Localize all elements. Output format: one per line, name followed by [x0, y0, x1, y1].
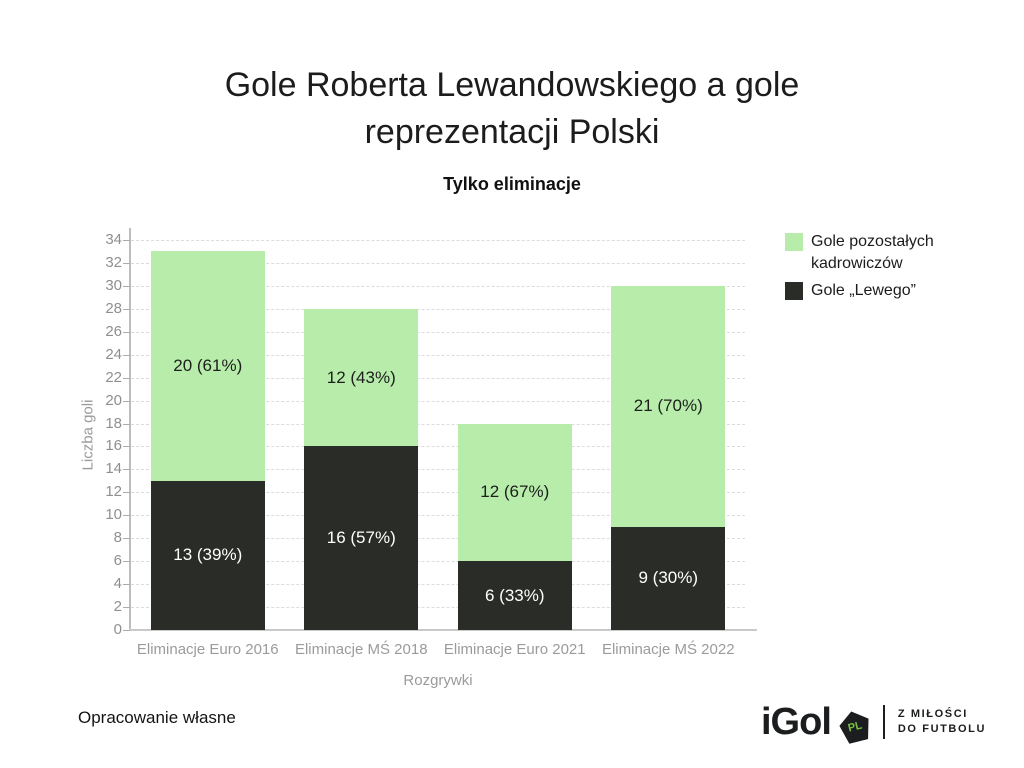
gridline-4	[131, 584, 745, 586]
gridline-16	[131, 446, 745, 448]
y-tick-label-20: 20	[105, 391, 122, 409]
gridline-20	[131, 400, 745, 402]
logo-badge-text: PL	[846, 718, 864, 734]
bar-value-label: 13 (39%)	[173, 545, 243, 565]
y-tick-28	[123, 308, 130, 310]
bar-segment-lewego: 9 (30%)	[611, 526, 726, 630]
gridline-24	[131, 354, 745, 356]
x-tick-label-1: Eliminacje MŚ 2018	[294, 641, 428, 658]
igol-logo: iGol PL Z MIŁOŚCI DO FUTBOLU	[761, 698, 986, 746]
bar-segment-others: 21 (70%)	[611, 285, 726, 527]
chart-title-line2: reprezentacji Polski	[364, 113, 660, 151]
y-tick-24	[123, 354, 130, 356]
x-axis-title: Rozgrywki	[403, 672, 473, 689]
chart-subtitle: Tylko eliminacje	[443, 174, 581, 194]
x-tick-label-0: Eliminacje Euro 2016	[136, 641, 279, 658]
bar-value-label: 20 (61%)	[173, 356, 243, 376]
y-tick-label-30: 30	[105, 276, 122, 294]
legend-label-lewy: Gole „Lewego”	[811, 282, 916, 299]
bar-value-label: 16 (57%)	[326, 528, 396, 548]
igol-logo-wordmark: iGol	[761, 701, 832, 743]
bar-value-label: 9 (30%)	[638, 568, 699, 588]
y-tick-10	[123, 515, 130, 517]
legend: Gole pozostałych kadrowiczów Gole „Leweg…	[785, 231, 970, 302]
bar-segment-lewego: 13 (39%)	[150, 480, 265, 630]
y-tick-14	[123, 469, 130, 471]
source-note: Opracowanie własne	[78, 708, 236, 727]
y-tick-0	[123, 630, 130, 631]
gridline-22	[131, 377, 745, 379]
chart-title-line1: Gole Roberta Lewandowskiego a gole	[224, 66, 800, 104]
bar-value-label: 21 (70%)	[633, 396, 703, 416]
y-tick-30	[123, 285, 130, 287]
logo-tagline-line2: DO FUTBOLU	[897, 723, 986, 735]
gridline-28	[131, 308, 745, 310]
gridline-8	[131, 538, 745, 540]
y-tick-label-22: 22	[105, 368, 122, 386]
legend-swatch-lewy	[785, 282, 803, 300]
y-tick-26	[123, 331, 130, 333]
football-pentagon-icon: PL	[837, 707, 874, 744]
y-axis-line	[129, 228, 131, 630]
x-tick-label-3: Eliminacje MŚ 2022	[601, 641, 735, 658]
y-tick-label-26: 26	[105, 322, 122, 340]
y-tick-label-2: 2	[113, 598, 122, 616]
legend-label-others: Gole pozostałych kadrowiczów	[811, 233, 934, 272]
gridline-32	[131, 262, 745, 264]
logo-divider	[882, 705, 885, 739]
gridline-12	[131, 492, 745, 494]
y-tick-4	[123, 584, 130, 586]
bar-value-label: 6 (33%)	[484, 585, 545, 605]
gridline-10	[131, 515, 745, 517]
y-tick-20	[123, 400, 130, 402]
y-tick-label-18: 18	[105, 414, 122, 432]
y-tick-label-32: 32	[105, 253, 122, 271]
y-tick-label-34: 34	[105, 231, 122, 248]
bar-value-label: 12 (67%)	[480, 482, 550, 502]
legend-item-others: Gole pozostałych kadrowiczów	[785, 231, 970, 275]
y-tick-label-8: 8	[113, 529, 122, 547]
chart-title: Gole Roberta Lewandowskiego a gole repre…	[62, 62, 962, 156]
y-tick-label-10: 10	[105, 506, 122, 524]
y-tick-6	[123, 561, 130, 563]
y-tick-32	[123, 262, 130, 264]
bar-segment-others: 12 (67%)	[457, 423, 572, 562]
bar-value-label: 12 (43%)	[326, 367, 396, 387]
gridline-26	[131, 331, 745, 333]
bar-segment-others: 12 (43%)	[304, 308, 419, 447]
y-tick-label-6: 6	[113, 552, 122, 570]
bar-segment-others: 20 (61%)	[150, 251, 265, 481]
y-tick-label-14: 14	[105, 460, 122, 478]
y-tick-label-0: 0	[113, 621, 122, 638]
plot-area: 13 (39%) 20 (61%) 16 (57%) 12 (43%) 6 (33%) 1…	[131, 240, 745, 630]
logo-tagline: Z MIŁOŚCI DO FUTBOLU	[898, 707, 986, 737]
gridline-34	[131, 240, 745, 241]
legend-item-lewy: Gole „Lewego”	[785, 280, 970, 302]
gridline-18	[131, 423, 745, 425]
x-tick-label-2: Eliminacje Euro 2021	[443, 641, 586, 658]
gridline-14	[131, 469, 745, 471]
y-tick-label-24: 24	[105, 345, 122, 363]
y-tick-12	[123, 492, 130, 494]
y-tick-label-28: 28	[105, 299, 122, 317]
y-tick-8	[123, 538, 130, 540]
y-tick-16	[123, 446, 130, 448]
y-tick-label-16: 16	[105, 437, 122, 455]
x-axis-line	[129, 629, 757, 631]
legend-swatch-others	[785, 233, 803, 251]
gridline-30	[131, 285, 745, 287]
bar-segment-lewego: 6 (33%)	[457, 561, 572, 630]
gridline-6	[131, 561, 745, 563]
y-tick-label-4: 4	[113, 575, 122, 593]
y-tick-2	[123, 607, 130, 609]
bar-segment-lewego: 16 (57%)	[304, 446, 419, 630]
y-tick-label-12: 12	[105, 483, 122, 501]
logo-tagline-line1: Z MIŁOŚCI	[897, 708, 968, 720]
gridline-2	[131, 607, 745, 609]
y-tick-34	[123, 240, 130, 241]
y-tick-22	[123, 377, 130, 379]
y-tick-18	[123, 423, 130, 425]
